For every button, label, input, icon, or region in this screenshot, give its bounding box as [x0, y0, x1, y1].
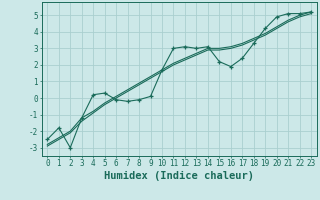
X-axis label: Humidex (Indice chaleur): Humidex (Indice chaleur)	[104, 171, 254, 181]
